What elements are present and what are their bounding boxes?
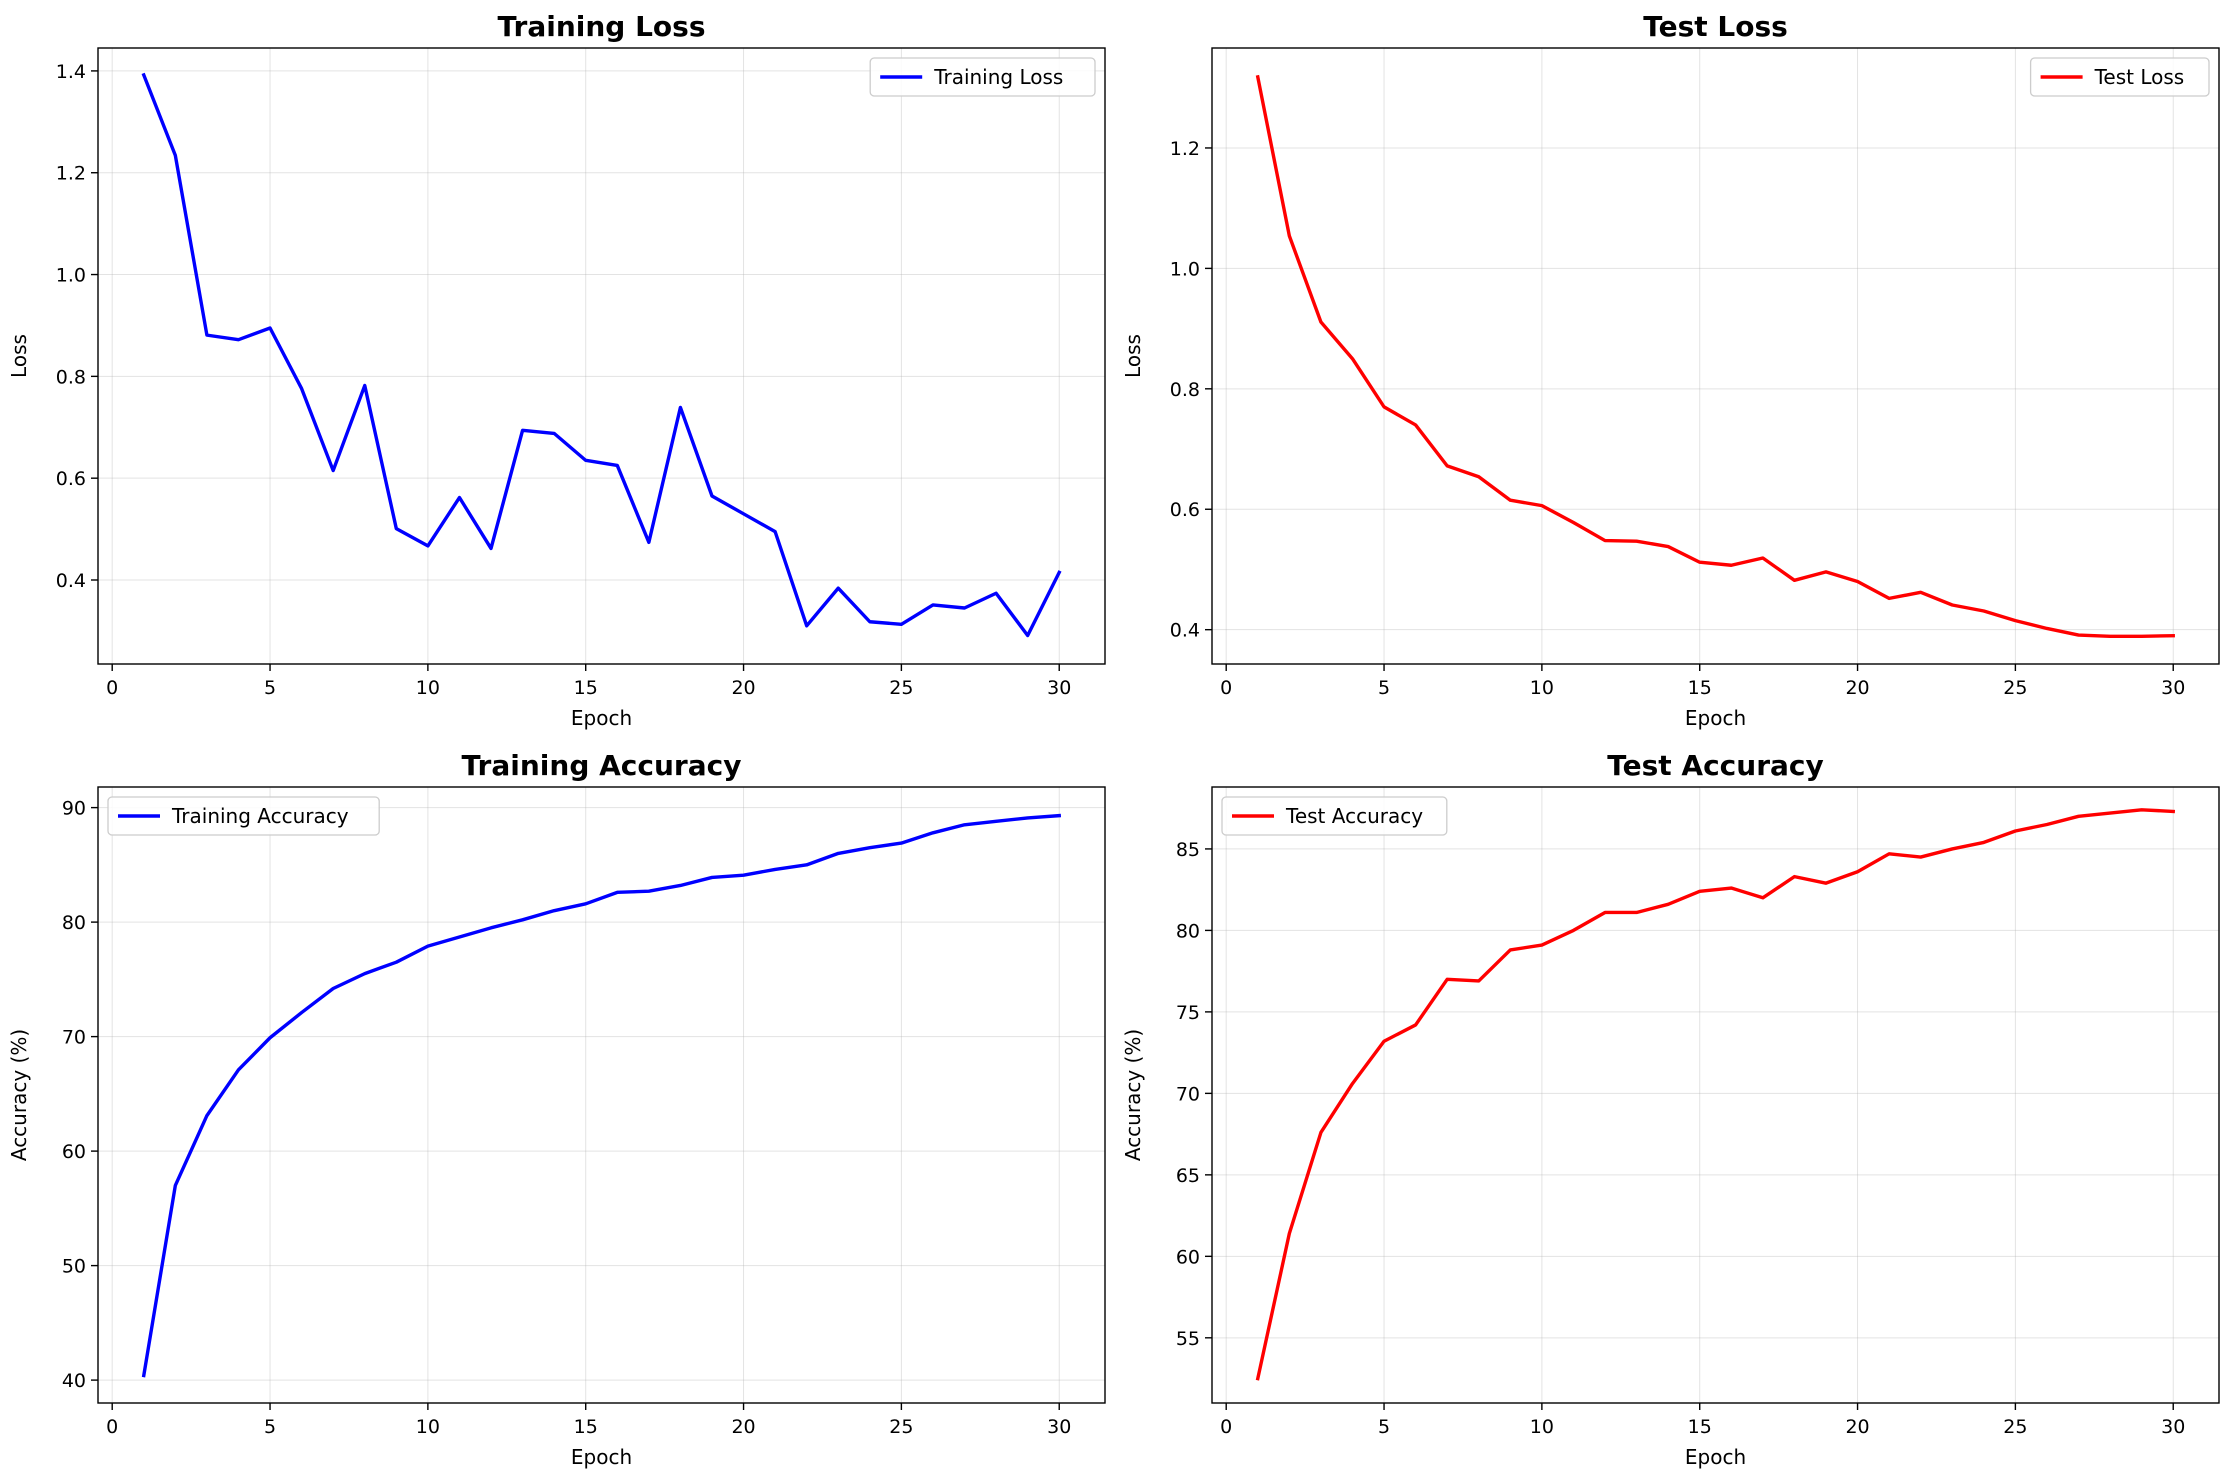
legend-label: Training Loss (933, 65, 1063, 89)
y-tick-label: 60 (1176, 1246, 1200, 1268)
y-tick-label: 85 (1176, 839, 1200, 861)
legend: Training Accuracy (107, 796, 380, 836)
y-tick-label: 50 (62, 1256, 86, 1278)
series-line-test-loss (1255, 74, 2175, 638)
plot-area (1212, 48, 2219, 664)
y-tick-label: 70 (1176, 1083, 1200, 1105)
test-accuracy-chart: 0 5 10 15 20 25 30 55 60 65 70 75 80 85 Test Accuracy E… (1121, 749, 2220, 1469)
series-line-test-accuracy (1255, 808, 2176, 1381)
y-tick-label: 60 (62, 1141, 86, 1163)
x-tick-label: 5 (1378, 1416, 1390, 1438)
plot-area (98, 48, 1105, 664)
y-tick-label: 80 (1176, 920, 1200, 942)
legend: Test Loss (2029, 57, 2210, 97)
legend-box (2029, 57, 2210, 97)
y-axis-label: Loss (7, 334, 31, 378)
x-tick-label: 0 (1220, 677, 1232, 699)
x-axis-label: Epoch (1685, 706, 1746, 730)
training-loss-chart: 0 5 10 15 20 25 30 0.4 0.6 0.8 1.0 1.2 1.4 Training L… (7, 10, 1106, 730)
x-tick-label: 20 (1845, 677, 1869, 699)
x-tick-label: 20 (731, 1416, 755, 1438)
y-tick-label: 0.6 (1170, 499, 1200, 521)
series-line-training-loss (141, 72, 1062, 638)
y-tick-label: 70 (62, 1027, 86, 1049)
y-tick-label: 0.6 (56, 468, 86, 490)
legend-label: Training Accuracy (171, 804, 349, 828)
x-axis-label: Epoch (571, 706, 632, 730)
y-tick-label: 90 (62, 798, 86, 820)
x-tick-label: 15 (574, 677, 598, 699)
x-tick-label: 5 (264, 1416, 276, 1438)
x-tick-label: 25 (889, 1416, 913, 1438)
axes-frame (1211, 786, 2220, 1404)
chart-title: Training Accuracy (462, 749, 742, 782)
x-tick-label: 25 (889, 677, 913, 699)
axes-frame (97, 786, 1106, 1404)
x-tick-label: 15 (1688, 677, 1712, 699)
y-tick-label: 80 (62, 912, 86, 934)
legend-label: Test Accuracy (1285, 804, 1423, 828)
x-axis-label: Epoch (571, 1445, 632, 1469)
test-loss-chart: 0 5 10 15 20 25 30 0.4 0.6 0.8 1.0 1.2 Test Loss Epoc… (1121, 10, 2220, 730)
x-tick-label: 25 (2003, 1416, 2027, 1438)
x-tick-label: 25 (2003, 677, 2027, 699)
chart-title: Test Loss (1643, 10, 1788, 43)
y-tick-label: 1.0 (56, 265, 86, 287)
x-tick-label: 30 (1047, 1416, 1071, 1438)
legend-box (869, 57, 1096, 97)
axes-frame (97, 47, 1106, 665)
x-tick-label: 5 (1378, 677, 1390, 699)
x-tick-label: 10 (1530, 677, 1554, 699)
x-tick-label: 10 (416, 1416, 440, 1438)
chart-title: Training Loss (498, 10, 706, 43)
y-tick-label: 65 (1176, 1165, 1200, 1187)
x-tick-label: 20 (731, 677, 755, 699)
x-tick-label: 5 (264, 677, 276, 699)
y-tick-label: 1.0 (1170, 258, 1200, 280)
y-axis-label: Loss (1121, 334, 1145, 378)
plot-area (1212, 787, 2219, 1403)
y-tick-label: 0.8 (56, 366, 86, 388)
x-tick-label: 0 (1220, 1416, 1232, 1438)
chart-title: Test Accuracy (1607, 749, 1824, 782)
y-tick-label: 75 (1176, 1002, 1200, 1024)
y-tick-label: 40 (62, 1370, 86, 1392)
legend-box (1221, 796, 1448, 836)
legend: Training Loss (869, 57, 1096, 97)
x-tick-label: 15 (1688, 1416, 1712, 1438)
y-tick-label: 0.4 (1170, 620, 1200, 642)
legend-box (107, 796, 380, 836)
x-tick-label: 0 (106, 1416, 118, 1438)
x-tick-label: 30 (2161, 1416, 2185, 1438)
x-tick-label: 20 (1845, 1416, 1869, 1438)
y-tick-label: 1.4 (56, 61, 86, 83)
x-tick-label: 30 (2161, 677, 2185, 699)
x-tick-label: 30 (1047, 677, 1071, 699)
y-tick-label: 0.4 (56, 570, 86, 592)
x-tick-label: 15 (574, 1416, 598, 1438)
x-axis-label: Epoch (1685, 1445, 1746, 1469)
training-accuracy-chart: 0 5 10 15 20 25 30 40 50 60 70 80 90 Training Accurac… (7, 749, 1106, 1469)
y-tick-label: 1.2 (56, 163, 86, 185)
legend: Test Accuracy (1221, 796, 1448, 836)
y-tick-label: 1.2 (1170, 138, 1200, 160)
plot-area (98, 787, 1105, 1403)
axes-frame (1211, 47, 2220, 665)
x-tick-label: 10 (416, 677, 440, 699)
series-line-training-accuracy (141, 813, 1062, 1378)
y-axis-label: Accuracy (%) (1121, 1029, 1145, 1161)
legend-label: Test Loss (2094, 65, 2185, 89)
y-tick-label: 55 (1176, 1328, 1200, 1350)
x-tick-label: 10 (1530, 1416, 1554, 1438)
y-tick-label: 0.8 (1170, 379, 1200, 401)
x-tick-label: 0 (106, 677, 118, 699)
y-axis-label: Accuracy (%) (7, 1029, 31, 1161)
